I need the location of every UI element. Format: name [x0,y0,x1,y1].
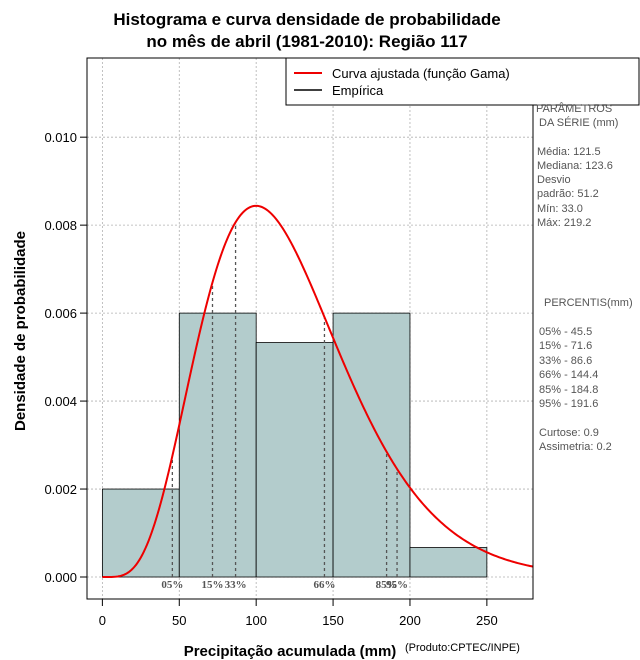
legend-box [285,57,640,106]
percentil-15: 15% - 71.6 [539,340,592,352]
param-sd-label: Desvio [537,174,571,186]
histogram-bar-2 [255,342,334,578]
y-axis: 0.000 0.002 0.004 0.006 0.008 0.010 [44,130,88,585]
histogram-bars [101,312,488,578]
percentile-label-2: 33% [225,579,247,591]
params-title-2: DA SÉRIE (mm) [539,116,618,129]
percentile-label-0: 05% [161,579,183,591]
percentis-title: PERCENTIS(mm) [544,297,633,309]
percentile-markers: 05% 15% 33% 66% 85%95% [161,222,408,591]
y-tick-label-3: 0.006 [44,306,77,321]
param-mean: Média: 121.5 [537,146,601,158]
x-tick-label-4: 200 [399,613,421,628]
x-tick-label-3: 150 [322,613,344,628]
legend-label-curve: Curva ajustada (função Gama) [332,66,510,81]
stat-kurtosis: Curtose: 0.9 [539,427,599,439]
percentil-95: 95% - 191.6 [539,398,598,410]
x-tick-label-1: 50 [172,613,186,628]
params-title-1: PARÂMETROS [536,102,612,115]
param-max: Máx: 219.2 [537,217,591,229]
side-panel: PARÂMETROS DA SÉRIE (mm) Média: 121.5 Me… [536,102,633,453]
y-tick-label-1: 0.002 [44,482,77,497]
histogram-bar-3 [332,312,411,578]
percentil-05: 05% - 45.5 [539,326,592,338]
percentil-85: 85% - 184.8 [539,384,598,396]
histogram-bar-1 [178,312,257,578]
chart-title-line1: Histograma e curva densidade de probabil… [113,10,500,29]
percentile-label-4: 85% [376,579,398,591]
x-tick-label-0: 0 [99,613,106,628]
percentile-label-5: 95% [386,579,408,591]
y-tick-label-2: 0.004 [44,394,77,409]
y-axis-title: Densidade de probabilidade [12,231,29,431]
x-axis: 0 50 100 150 200 250 [99,598,498,628]
legend: Curva ajustada (função Gama) Empírica [285,57,640,106]
histogram-bar-0 [101,488,180,578]
param-min: Mín: 33.0 [537,203,583,215]
credit-text: (Produto:CPTEC/INPE) [405,642,520,654]
percentil-66: 66% - 144.4 [539,369,598,381]
percentile-label-1: 15% [201,579,223,591]
y-tick-label-4: 0.008 [44,218,77,233]
x-tick-label-2: 100 [245,613,267,628]
gamma-curve [102,204,534,579]
percentile-label-3: 66% [313,579,335,591]
param-sd-value: padrão: 51.2 [537,188,599,200]
stat-skewness: Assimetria: 0.2 [539,441,612,453]
x-axis-title: Precipitação acumulada (mm) [184,643,397,660]
histogram-bar-4 [409,547,488,578]
percentil-33: 33% - 86.6 [539,355,592,367]
chart-title-line2: no mês de abril (1981-2010): Região 117 [146,32,467,51]
y-tick-label-5: 0.010 [44,130,77,145]
gamma-curve-layer [102,204,534,579]
y-tick-label-0: 0.000 [44,570,77,585]
legend-label-empirical: Empírica [332,83,384,98]
x-tick-label-5: 250 [476,613,498,628]
param-median: Mediana: 123.6 [537,160,613,172]
